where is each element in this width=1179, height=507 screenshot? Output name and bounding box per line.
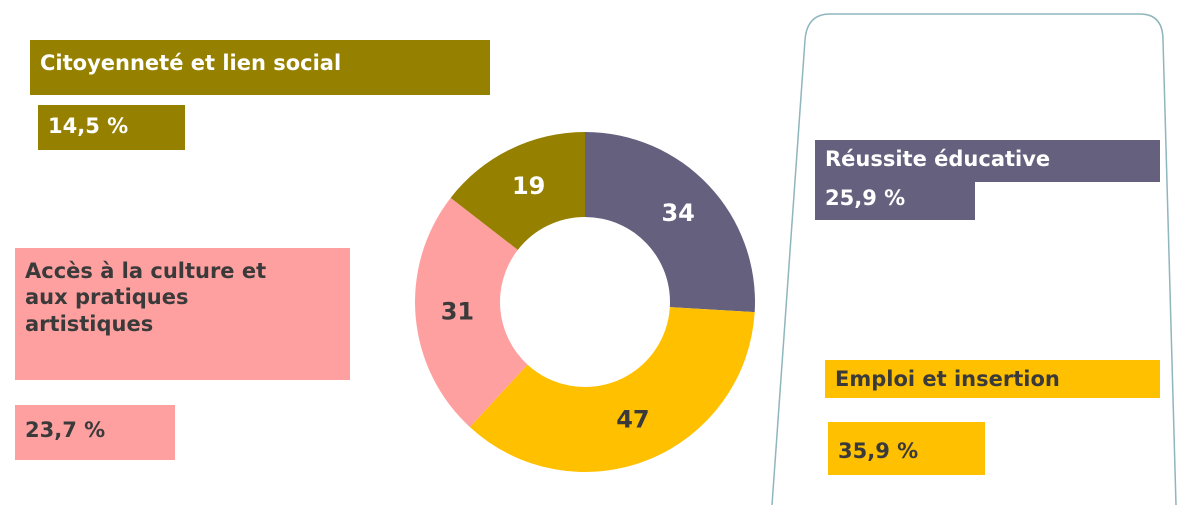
donut-slice: [469, 307, 755, 472]
donut-slice: [414, 197, 528, 428]
percentage-label: 23,7 %: [15, 405, 175, 460]
category-label: Réussite éducative: [815, 140, 1160, 182]
category-label: Accès à la culture et aux pratiques arti…: [15, 248, 350, 380]
data-label: 19: [512, 172, 545, 200]
percentage-label: 25,9 %: [815, 175, 975, 220]
category-label: Emploi et insertion: [825, 360, 1160, 398]
percentage-label: 14,5 %: [38, 105, 185, 150]
category-label: Citoyenneté et lien social: [30, 40, 490, 95]
data-label: 31: [441, 298, 474, 326]
donut-slice: [585, 132, 756, 313]
donut-slice: [450, 132, 585, 250]
data-label: 34: [661, 199, 694, 227]
frame-outline: [771, 13, 1177, 506]
percentage-label: 35,9 %: [828, 422, 985, 475]
data-label: 47: [616, 406, 649, 434]
